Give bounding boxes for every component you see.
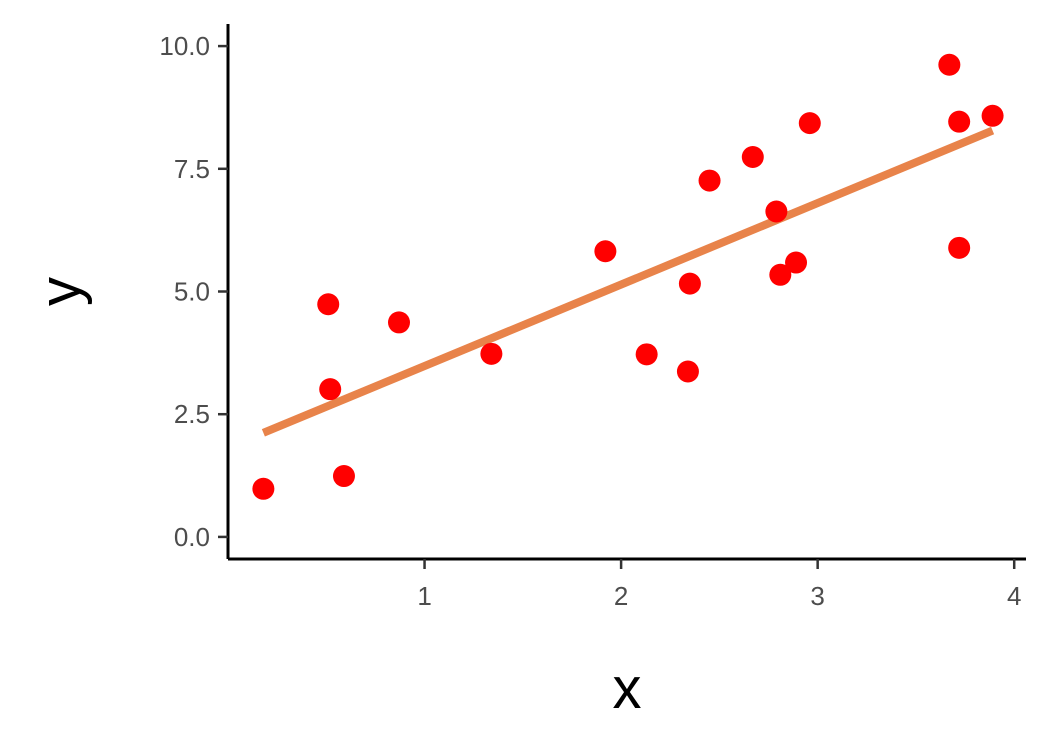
data-point	[676, 360, 699, 383]
x-tick-label: 1	[417, 581, 431, 611]
x-axis: 1 2 3 4	[228, 557, 1026, 611]
y-tick-label: 5.0	[174, 277, 210, 307]
data-point	[769, 263, 792, 286]
points-layer	[252, 53, 1004, 500]
data-point	[765, 200, 788, 223]
data-point	[938, 53, 961, 76]
y-tick-label: 0.0	[174, 522, 210, 552]
x-tick-label: 4	[1007, 581, 1021, 611]
data-point	[388, 311, 410, 334]
data-point	[798, 112, 821, 135]
data-point	[594, 240, 617, 263]
data-point	[252, 477, 275, 500]
data-point	[332, 465, 355, 488]
data-point	[948, 236, 971, 259]
data-point	[319, 378, 342, 401]
data-point	[981, 104, 1004, 127]
data-point	[678, 272, 701, 295]
y-tick-label: 7.5	[174, 154, 210, 184]
y-tick-label: 10.0	[159, 31, 210, 61]
data-point	[480, 342, 503, 365]
y-axis: 0.0 2.5 5.0 7.5 10.0	[159, 24, 230, 559]
x-tick-label: 3	[810, 581, 824, 611]
data-point	[741, 146, 764, 169]
data-point	[317, 293, 340, 316]
fit-line-layer	[261, 126, 995, 437]
y-axis-title: y	[28, 277, 93, 306]
data-point	[698, 169, 721, 192]
x-tick-label: 2	[614, 581, 628, 611]
y-tick-label: 2.5	[174, 399, 210, 429]
fit-line	[261, 126, 995, 437]
data-point	[948, 110, 971, 133]
x-axis-title: x	[613, 656, 642, 721]
data-point	[785, 251, 808, 274]
data-point	[635, 343, 658, 366]
